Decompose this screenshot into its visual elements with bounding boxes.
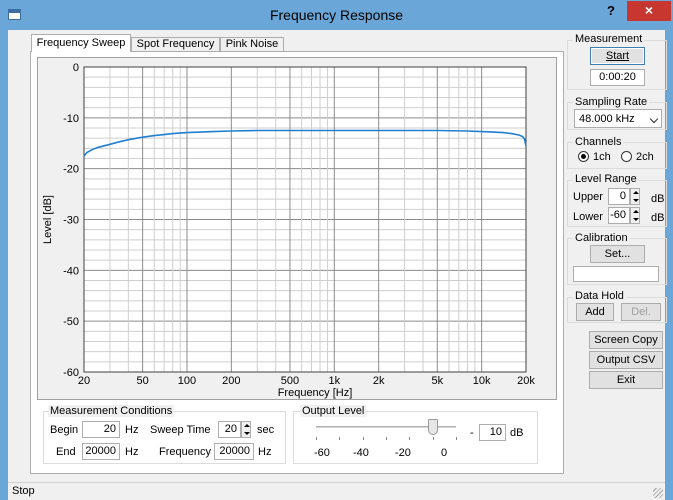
y-tick-label: -20 <box>63 164 79 176</box>
slider-tick <box>339 437 341 440</box>
channel-1ch-label: 1ch <box>593 151 611 163</box>
sampling-rate-title: Sampling Rate <box>573 96 650 108</box>
x-tick-label: 20k <box>517 375 535 387</box>
slider-tick <box>409 437 411 440</box>
end-unit: Hz <box>125 446 139 458</box>
lower-spinner[interactable] <box>630 207 640 224</box>
title-bar[interactable]: Frequency Response ? × <box>0 0 673 30</box>
resize-grip-icon[interactable] <box>653 488 663 498</box>
tab-frequency-sweep[interactable]: Frequency Sweep <box>31 34 131 52</box>
data-hold-add-button[interactable]: Add <box>576 303 614 321</box>
tab-pink-noise[interactable]: Pink Noise <box>220 37 284 52</box>
x-tick-label: 50 <box>137 375 149 387</box>
measurement-title: Measurement <box>573 33 645 45</box>
channel-2ch-label: 2ch <box>636 151 654 163</box>
x-axis-label: Frequency [Hz] <box>278 387 353 399</box>
chevron-down-icon <box>649 114 659 124</box>
start-button[interactable]: Start <box>590 47 645 65</box>
plot-border <box>83 66 527 373</box>
sampling-rate-select[interactable]: 48.000 kHz <box>574 109 662 128</box>
output-level-title: Output Level <box>300 405 367 417</box>
start-button-label: Start <box>605 50 630 62</box>
output-level-unit: dB <box>510 427 524 439</box>
y-tick-label: -10 <box>63 113 79 125</box>
lower-label: Lower <box>573 211 603 223</box>
slider-tick <box>386 437 387 440</box>
y-tick-label: -30 <box>63 215 79 227</box>
y-tick-label: -60 <box>63 367 79 379</box>
x-tick-label: 100 <box>178 375 196 387</box>
channel-2ch-radio[interactable] <box>621 151 632 162</box>
output-scale-neg20: -20 <box>395 447 411 459</box>
frequency-label: Frequency <box>159 446 211 458</box>
status-text: Stop <box>12 485 35 497</box>
output-scale-0: 0 <box>441 447 448 459</box>
begin-field[interactable]: 20 <box>82 421 120 438</box>
x-tick-label: 2k <box>373 375 385 387</box>
sampling-rate-value: 48.000 kHz <box>579 113 635 125</box>
output-scale-neg60: -60 <box>314 447 330 459</box>
slider-tick <box>316 437 317 440</box>
measurement-conditions-title: Measurement Conditions <box>48 405 175 417</box>
lower-unit: dB <box>651 212 665 224</box>
help-button[interactable]: ? <box>607 3 615 18</box>
slider-tick <box>432 437 434 440</box>
calibration-value-field <box>573 266 659 282</box>
slider-tick <box>362 437 364 440</box>
y-tick-label: -40 <box>63 265 79 277</box>
upper-label: Upper <box>573 191 603 203</box>
chart-area: 20 50 100 200 500 1k 2k 5k 10k 20k 0 -10 -20 -30 -40 -5… <box>37 57 557 400</box>
output-level-field[interactable]: 10 <box>479 424 506 441</box>
output-level-sign: - <box>470 427 474 439</box>
channel-1ch-radio[interactable] <box>578 151 589 162</box>
frequency-response-chart: 20 50 100 200 500 1k 2k 5k 10k 20k 0 -10 -20 -30 -40 -5… <box>42 62 535 399</box>
x-tick-label: 1k <box>329 375 341 387</box>
y-axis-label: Level [dB] <box>42 195 54 244</box>
x-tick-label: 20 <box>78 375 90 387</box>
upper-field[interactable]: 0 <box>608 188 630 205</box>
level-range-title: Level Range <box>573 173 639 185</box>
x-tick-label: 10k <box>473 375 491 387</box>
x-tick-label: 500 <box>281 375 299 387</box>
x-tick-label: 5k <box>431 375 443 387</box>
exit-button[interactable]: Exit <box>589 371 663 389</box>
begin-label: Begin <box>50 424 79 436</box>
y-tick-label: 0 <box>73 62 79 74</box>
end-label: End <box>56 446 76 458</box>
status-bar: Stop <box>8 482 665 500</box>
x-tick-label: 200 <box>222 375 240 387</box>
y-tick-label: -50 <box>63 316 79 328</box>
elapsed-time-display: 0:00:20 <box>590 69 645 86</box>
data-hold-del-button[interactable]: Del. <box>621 303 661 321</box>
end-field[interactable]: 20000 <box>82 443 120 460</box>
calibration-set-button[interactable]: Set... <box>590 245 645 263</box>
sweep-time-label: Sweep Time <box>150 424 211 436</box>
output-scale-neg40: -40 <box>353 447 369 459</box>
series-line <box>83 129 527 157</box>
output-level-slider-thumb[interactable] <box>427 419 438 435</box>
upper-unit: dB <box>651 193 665 205</box>
close-button[interactable]: × <box>627 1 671 21</box>
sweep-time-unit: sec <box>257 424 275 436</box>
sweep-time-field[interactable]: 20 <box>218 421 241 438</box>
upper-spinner[interactable] <box>630 188 640 205</box>
slider-tick <box>456 437 457 440</box>
channels-title: Channels <box>573 136 624 148</box>
window-title: Frequency Response <box>269 7 404 23</box>
calibration-title: Calibration <box>573 232 630 244</box>
data-hold-title: Data Hold <box>573 290 626 302</box>
output-csv-button[interactable]: Output CSV <box>589 351 663 369</box>
app-icon <box>8 9 21 20</box>
output-level-group <box>293 411 538 464</box>
lower-field[interactable]: -60 <box>608 207 630 224</box>
begin-unit: Hz <box>125 424 139 436</box>
frequency-field[interactable]: 20000 <box>214 443 254 460</box>
screen-copy-button[interactable]: Screen Copy <box>589 331 663 349</box>
frequency-unit: Hz <box>258 446 272 458</box>
output-level-slider-track[interactable] <box>316 426 456 428</box>
tab-spot-frequency[interactable]: Spot Frequency <box>131 37 220 52</box>
sweep-time-spinner[interactable] <box>241 421 251 438</box>
